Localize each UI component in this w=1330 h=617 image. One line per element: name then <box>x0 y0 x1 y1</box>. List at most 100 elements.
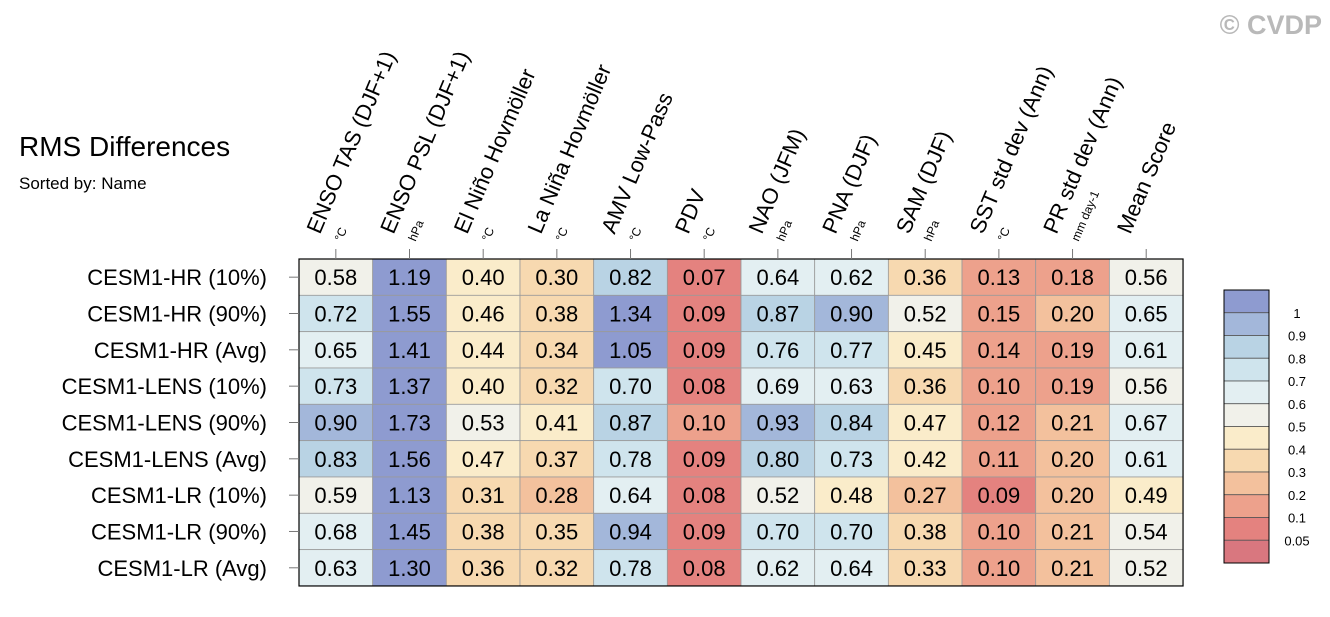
cell-value-label: 0.44 <box>462 338 505 363</box>
legend-tick-label: 1 <box>1293 306 1300 321</box>
heatmap-cell <box>298 403 374 442</box>
cell-value-label: 0.46 <box>462 302 505 327</box>
column-label: SAM (DJF) <box>891 127 957 237</box>
heatmap-cell <box>1108 476 1184 514</box>
cell-value-label: 0.09 <box>977 483 1020 508</box>
cell-value-label: 0.76 <box>756 338 799 363</box>
row-label: CESM1-LR (90%) <box>91 519 267 544</box>
cell-value-label: 0.56 <box>1125 265 1168 290</box>
cell-value-label: 0.67 <box>1125 410 1168 435</box>
cell-value-label: 0.53 <box>462 410 505 435</box>
cell-value-label: 0.14 <box>977 338 1020 363</box>
cell-value-label: 0.33 <box>904 556 947 581</box>
legend-tick-label: 0.7 <box>1288 374 1306 389</box>
legend-tick-label: 0.9 <box>1288 329 1306 344</box>
cell-value-label: 0.70 <box>609 374 652 399</box>
legend-tick-label: 0.3 <box>1288 465 1306 480</box>
column-unit-label: hPa <box>921 218 942 243</box>
cell-value-label: 0.61 <box>1125 447 1168 472</box>
heatmap-cell <box>298 512 374 551</box>
cell-value-label: 0.62 <box>830 265 873 290</box>
cell-value-label: 1.73 <box>388 410 431 435</box>
heatmap-cell <box>814 294 889 333</box>
cell-value-label: 0.10 <box>683 410 726 435</box>
cell-value-label: 0.40 <box>462 374 505 399</box>
heatmap-cell <box>666 294 742 333</box>
color-legend: 1 0.9 0.8 0.7 0.6 0.5 0.4 0.3 0.2 0.1 0.05 <box>1223 289 1310 564</box>
heatmap-cell <box>519 367 595 405</box>
legend-swatch <box>1223 517 1270 541</box>
heatmap-cell <box>666 549 742 587</box>
cell-value-label: 0.56 <box>1125 374 1168 399</box>
row-label: CESM1-LENS (Avg) <box>68 447 267 472</box>
heatmap-cell <box>593 512 668 551</box>
heatmap-cell <box>298 367 374 405</box>
cell-value-label: 1.30 <box>388 556 431 581</box>
column-unit-label: hPa <box>847 218 868 243</box>
legend-swatch <box>1223 539 1270 564</box>
heatmap-cell <box>445 403 521 442</box>
heatmap-cell <box>445 512 521 551</box>
cell-value-label: 0.64 <box>609 483 652 508</box>
heatmap-cell <box>961 476 1037 514</box>
column-label: NAO (JFM) <box>743 125 809 237</box>
heatmap-cell <box>372 294 447 333</box>
cell-value-label: 0.84 <box>830 410 873 435</box>
column-unit-label: °C <box>626 225 644 243</box>
cell-value-label: 0.11 <box>978 447 1019 472</box>
legend-swatch <box>1223 471 1270 496</box>
cell-value-label: 0.36 <box>904 265 947 290</box>
cell-value-label: 0.08 <box>683 556 726 581</box>
heatmap-cell <box>519 331 595 369</box>
heatmap-cell <box>372 258 447 296</box>
heatmap-cell <box>961 512 1037 551</box>
row-label: CESM1-HR (10%) <box>87 265 267 290</box>
cell-value-label: 0.10 <box>977 519 1020 544</box>
column-label: AMV Low-Pass <box>596 89 678 237</box>
heatmap-cell <box>740 512 816 551</box>
cell-value-label: 0.65 <box>314 338 357 363</box>
heatmap-cell <box>445 476 521 514</box>
cell-value-label: 0.72 <box>314 302 357 327</box>
heatmap-cell <box>740 367 816 405</box>
cell-value-label: 0.47 <box>462 447 505 472</box>
heatmap-cell <box>740 476 816 514</box>
cell-value-label: 0.41 <box>535 410 578 435</box>
heatmap-cell <box>961 440 1037 478</box>
cell-value-label: 0.09 <box>683 338 726 363</box>
column-label: PNA (DJF) <box>817 130 881 237</box>
heatmap-cell <box>666 258 742 296</box>
legend-swatch <box>1223 448 1270 473</box>
cell-value-label: 0.15 <box>977 302 1020 327</box>
chart-title: RMS Differences <box>19 131 230 162</box>
cell-value-label: 0.83 <box>314 447 357 472</box>
heatmap-cell <box>298 440 374 478</box>
cell-value-label: 0.19 <box>1051 374 1094 399</box>
heatmap-cell <box>887 367 963 405</box>
cell-value-label: 0.36 <box>462 556 505 581</box>
cell-value-label: 0.58 <box>314 265 357 290</box>
legend-tick-label: 0.4 <box>1288 442 1306 457</box>
cell-value-label: 1.41 <box>388 338 431 363</box>
heatmap-cell <box>1035 367 1110 405</box>
legend-swatch <box>1223 312 1270 336</box>
cell-value-label: 0.45 <box>904 338 947 363</box>
heatmap-cell <box>666 440 742 478</box>
cell-value-label: 0.63 <box>830 374 873 399</box>
row-label: CESM1-HR (Avg) <box>94 338 267 363</box>
heatmap-cell <box>1108 512 1184 551</box>
cell-value-label: 0.07 <box>683 265 726 290</box>
cell-value-label: 0.70 <box>830 519 873 544</box>
heatmap-cell <box>1035 476 1110 514</box>
row-label: CESM1-LENS (10%) <box>62 374 267 399</box>
heatmap-cell <box>961 258 1037 296</box>
cell-value-label: 1.45 <box>388 519 431 544</box>
heatmap-cell <box>740 549 816 587</box>
heatmap-cell <box>814 440 889 478</box>
heatmap-cell <box>298 331 374 369</box>
cell-value-label: 0.37 <box>535 447 578 472</box>
legend-swatch <box>1223 403 1270 427</box>
cell-value-label: 0.73 <box>830 447 873 472</box>
cell-value-label: 0.20 <box>1051 302 1094 327</box>
